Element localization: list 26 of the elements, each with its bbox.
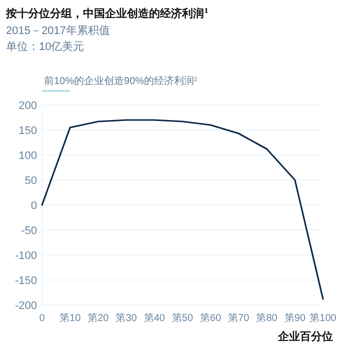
x-axis-title: 企业百分位 (277, 330, 333, 343)
x-tick-label: 第50 (172, 312, 194, 324)
text: 单位：10亿美元 (6, 40, 84, 53)
x-tick-label: 第30 (116, 312, 138, 324)
x-tick-label: 第100 (310, 312, 337, 324)
x-tick-label: 第90 (284, 312, 306, 324)
y-tick-label: 150 (18, 124, 37, 137)
x-tick-label: 第20 (88, 312, 110, 324)
text: 前10%的企业创造90%的经济利润$^{2}$ (44, 75, 198, 87)
line-series (41, 119, 324, 300)
y-tick-label: -200 (14, 300, 37, 312)
y-tick-label: 100 (18, 150, 37, 162)
y-tick-label: 50 (24, 174, 37, 187)
x-tick-label: 第80 (256, 312, 278, 324)
x-tick-label: 0 (39, 313, 46, 324)
x-tick-label: 第60 (200, 312, 222, 324)
y-tick-label: -100 (14, 250, 37, 262)
chart-subtitle: 2015－2017年累积值 (6, 25, 110, 37)
y-tick-label: -150 (14, 274, 37, 287)
x-tick-label: 第40 (144, 312, 166, 324)
x-tick-label: 第10 (60, 312, 82, 324)
chart-title: 按十分位分组，中国企业创造的经济利润$^{1}$ (5, 7, 209, 20)
y-tick-label: 0 (30, 200, 37, 212)
x-tick-label: 第70 (228, 312, 250, 324)
y-tick-label: 200 (18, 100, 37, 112)
y-tick-label: -50 (21, 224, 37, 237)
